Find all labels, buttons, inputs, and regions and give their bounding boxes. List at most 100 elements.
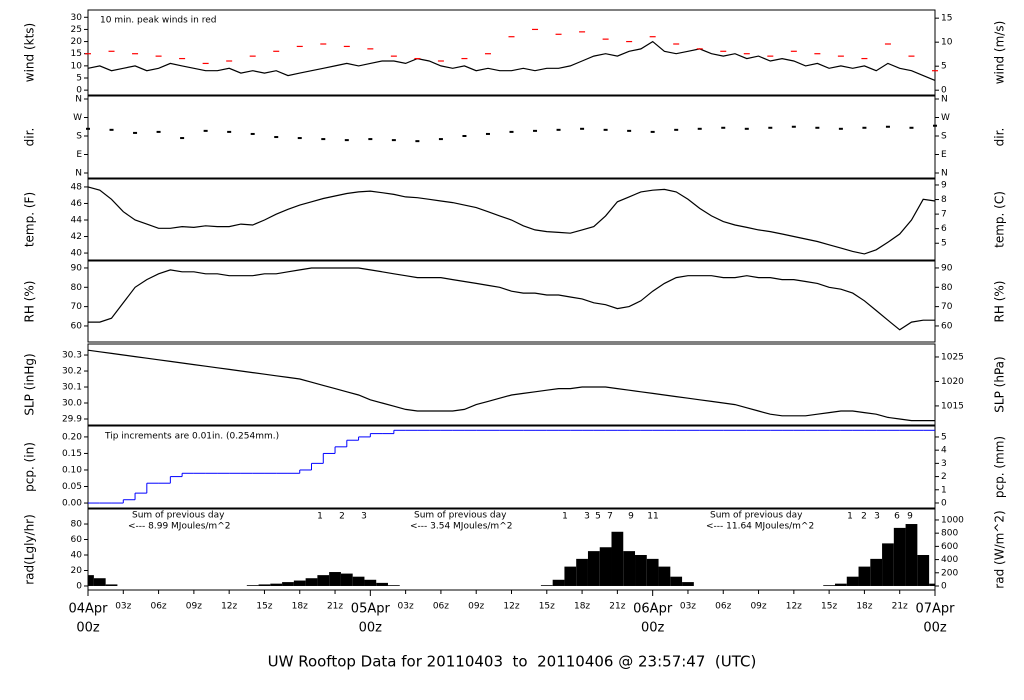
x-tick-label: 09z: [186, 602, 202, 612]
dir-point: [533, 129, 538, 132]
y-tick-label: W: [73, 113, 82, 123]
hour-mark: 1: [317, 512, 323, 522]
x-date-sublabel: 00z: [641, 621, 665, 636]
x-tick-label: 15z: [539, 602, 555, 612]
y2-tick-label: 6: [941, 224, 947, 234]
x-tick-label: 18z: [292, 602, 308, 612]
y-tick-label: 0: [76, 86, 82, 96]
hour-mark: 1: [847, 512, 853, 522]
rad-column: [340, 573, 353, 586]
y-axis-label: temp. (F): [23, 192, 37, 247]
x-date-label: 07Apr: [915, 602, 955, 617]
y-tick-label: 60: [71, 321, 83, 331]
annotation: Sum of previous day: [132, 511, 225, 521]
x-date-label: 06Apr: [633, 602, 673, 617]
y2-tick-label: 1: [941, 485, 947, 495]
rad-column: [858, 566, 871, 586]
annotation: <--- 11.64 MJoules/m^2: [706, 522, 814, 532]
y2-tick-label: 0: [941, 498, 947, 508]
x-tick-label: 15z: [821, 602, 837, 612]
rad-column: [893, 527, 906, 586]
dir-point: [86, 127, 90, 130]
rad-column: [293, 580, 306, 586]
y-axis-label: wind (kts): [23, 23, 37, 82]
rad-column: [870, 558, 883, 586]
annotation: Sum of previous day: [414, 511, 507, 521]
y-tick-label: 90: [71, 263, 83, 273]
panel-frame: [87, 343, 936, 426]
dir-point: [509, 130, 514, 133]
rad-column: [387, 585, 400, 586]
y-tick-label: 5: [76, 74, 82, 84]
annotation: <--- 3.54 MJoules/m^2: [410, 522, 512, 532]
y-tick-label: 46: [71, 199, 83, 209]
y2-axis-label: dir.: [993, 128, 1007, 147]
chart-title: UW Rooftop Data for 20110403 to 20110406…: [268, 653, 757, 671]
dir-point: [391, 139, 396, 142]
dir-point: [415, 140, 420, 143]
y-tick-label: 10: [71, 61, 83, 71]
rad-column: [599, 547, 612, 586]
rad-column: [670, 576, 683, 586]
dir-point: [744, 127, 749, 130]
dir-point: [933, 124, 937, 127]
y2-tick-label: 200: [941, 568, 958, 578]
annotation: 10 min. peak winds in red: [100, 16, 217, 26]
hour-mark: 1: [562, 512, 568, 522]
y-tick-label: 70: [71, 302, 83, 312]
dir-point: [697, 127, 702, 130]
rad-column: [105, 584, 118, 586]
rad-column: [540, 585, 553, 586]
panel-frame: [87, 95, 936, 179]
y2-tick-label: N: [941, 169, 948, 179]
dir-point: [180, 137, 185, 140]
x-tick-label: 09z: [750, 602, 766, 612]
rad-column: [658, 566, 671, 586]
dir-point: [815, 126, 820, 129]
y-tick-label: 30.0: [62, 399, 82, 409]
hour-mark: 11: [647, 512, 658, 522]
y-tick-label: 40: [71, 550, 83, 560]
rad-column: [329, 572, 341, 586]
y2-tick-label: 1015: [941, 401, 964, 411]
y-tick-label: 44: [71, 215, 83, 225]
y2-axis-label: temp. (C): [993, 191, 1007, 248]
panel-frame: [87, 425, 936, 509]
series-line: [87, 40, 936, 81]
rad-column: [682, 582, 694, 586]
annotation: Sum of previous day: [710, 511, 803, 521]
dir-point: [368, 138, 373, 141]
y2-tick-label: 0: [941, 86, 947, 96]
x-tick-label: 06z: [150, 602, 166, 612]
dir-point: [909, 126, 914, 129]
y2-tick-label: 8: [941, 195, 947, 205]
rad-column: [305, 578, 318, 586]
x-tick-label: 03z: [398, 602, 414, 612]
y-tick-label: 0.05: [62, 482, 82, 492]
x-tick-label: 21z: [892, 602, 908, 612]
y-tick-label: E: [76, 150, 82, 160]
dir-point: [603, 128, 608, 131]
x-tick-label: 21z: [609, 602, 625, 612]
rad-column: [564, 566, 577, 586]
hour-mark: 7: [607, 512, 613, 522]
dir-point: [721, 126, 726, 129]
rad-column: [623, 551, 636, 586]
x-date-sublabel: 00z: [359, 621, 383, 636]
hour-mark: 5: [595, 512, 601, 522]
hour-mark: 3: [874, 512, 880, 522]
y-axis-label: dir.: [23, 128, 37, 147]
y2-axis-label: wind (m/s): [993, 21, 1007, 85]
y2-tick-label: 4: [941, 446, 947, 456]
y2-axis-label: pcp. (mm): [993, 436, 1007, 498]
y2-tick-label: E: [941, 150, 947, 160]
panel-frame: [87, 260, 936, 343]
x-tick-label: 06z: [433, 602, 449, 612]
y2-tick-label: 800: [941, 529, 958, 539]
x-tick-label: 12z: [786, 602, 802, 612]
hour-mark: 3: [584, 512, 590, 522]
y-tick-label: 29.9: [62, 415, 82, 425]
rad-column: [246, 585, 259, 586]
y-tick-label: N: [75, 95, 82, 105]
